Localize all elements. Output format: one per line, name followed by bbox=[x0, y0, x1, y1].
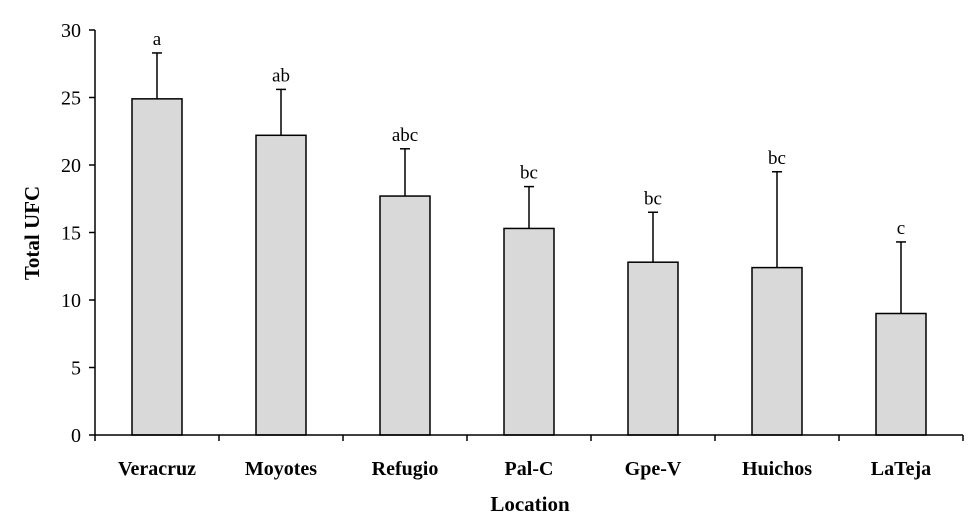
x-tick-label: LaTeja bbox=[871, 458, 931, 480]
significance-label: c bbox=[897, 218, 905, 239]
y-tick-label: 20 bbox=[61, 155, 81, 177]
x-tick-label: Moyotes bbox=[245, 458, 317, 480]
x-axis-title: Location bbox=[490, 492, 570, 516]
significance-label: bc bbox=[644, 188, 662, 209]
x-tick-label: Huichos bbox=[742, 458, 812, 480]
bars-layer bbox=[131, 98, 927, 436]
significance-label: bc bbox=[768, 148, 786, 169]
y-tick-label: 30 bbox=[61, 20, 81, 42]
y-tick-label: 25 bbox=[61, 88, 81, 110]
error-bars-layer bbox=[152, 52, 906, 314]
significance-label: ab bbox=[272, 65, 290, 86]
y-axis-ticks: 0 5 10 15 20 25 30 bbox=[61, 20, 95, 447]
y-axis-title: Total UFC bbox=[20, 186, 44, 280]
y-tick-label: 15 bbox=[61, 223, 81, 245]
significance-label: abc bbox=[392, 125, 418, 146]
x-tick-label: Pal-C bbox=[505, 458, 554, 480]
y-tick-label: 0 bbox=[71, 425, 81, 447]
significance-label: bc bbox=[520, 163, 538, 184]
x-axis-ticks bbox=[94, 435, 964, 441]
significance-labels-layer: a ab abc bc bc bc c bbox=[153, 29, 905, 239]
bar-gpe-v bbox=[627, 261, 679, 436]
x-tick-label: Refugio bbox=[372, 458, 439, 480]
y-tick-label: 5 bbox=[71, 358, 81, 380]
bar-refugio bbox=[379, 195, 431, 436]
bar-pal-c bbox=[503, 227, 555, 436]
bar-huichos bbox=[751, 266, 803, 436]
x-tick-label: Gpe-V bbox=[625, 458, 682, 480]
bar-moyotes bbox=[255, 134, 307, 436]
bar-lateja bbox=[875, 312, 927, 436]
significance-label: a bbox=[153, 29, 162, 50]
x-tick-label: Veracruz bbox=[118, 458, 196, 480]
y-tick-label: 10 bbox=[61, 290, 81, 312]
x-axis-tick-labels: Veracruz Moyotes Refugio Pal-C Gpe-V Huichos L… bbox=[118, 458, 931, 480]
bar-veracruz bbox=[131, 98, 183, 436]
